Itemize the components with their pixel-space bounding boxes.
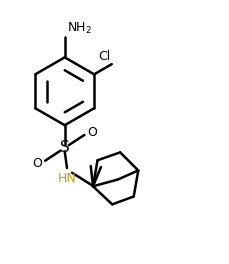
Text: O: O xyxy=(32,157,42,170)
Text: NH$_2$: NH$_2$ xyxy=(67,21,92,36)
Text: HN: HN xyxy=(58,172,76,185)
Text: Cl: Cl xyxy=(98,50,111,63)
Text: S: S xyxy=(60,140,70,155)
Text: O: O xyxy=(87,125,97,139)
